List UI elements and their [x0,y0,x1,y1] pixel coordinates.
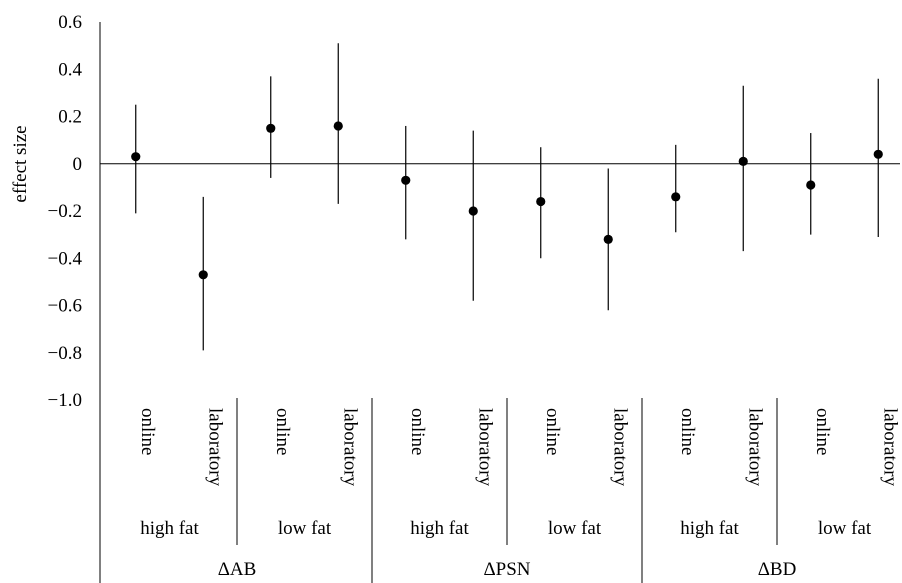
data-point [671,192,681,202]
data-point [536,196,546,207]
data-point [468,206,478,216]
data-point [603,234,613,244]
category-label: online [812,408,833,456]
y-tick-label: −0.4 [48,248,83,269]
y-axis-label: effect size [10,125,31,202]
y-tick-label: −1.0 [48,390,82,411]
y-tick-label: 0.4 [58,59,82,80]
data-point [131,152,141,162]
category-label: laboratory [339,408,360,487]
data-point [198,270,208,280]
subgroup-label: high fat [410,518,469,539]
y-axis: 0.6 0.4 0.2 0 −0.2 −0.4 −0.6 −0.8 −1.0 [48,12,101,583]
group-label: ΔBD [758,559,797,580]
category-label: online [407,408,428,456]
y-tick-label: −0.8 [48,343,82,364]
data-point [333,121,343,131]
group-label: ΔPSN [483,559,530,580]
data-point [266,123,276,133]
subgroup-label: high fat [680,518,739,539]
x-axis-categories: online laboratory online laboratory online la… [137,398,900,583]
data-point [738,156,748,166]
category-label: laboratory [744,408,765,487]
category-label: laboratory [204,408,225,487]
category-label: online [542,408,563,456]
category-label: laboratory [609,408,630,487]
category-label: online [272,408,293,456]
data-point [401,175,411,185]
category-label: laboratory [474,408,495,487]
category-label: online [677,408,698,456]
data-point [806,180,816,190]
subgroup-label: low fat [818,518,872,539]
chart-marks [100,43,900,351]
subgroup-label: low fat [548,518,602,539]
y-tick-label: −0.6 [48,296,82,317]
category-label: online [137,408,158,456]
category-label: laboratory [879,408,900,487]
group-label: ΔAB [218,559,257,580]
y-tick-label: 0 [73,154,83,175]
subgroup-label: high fat [140,518,199,539]
data-point [873,149,883,159]
y-tick-label: 0.6 [58,12,82,33]
y-tick-label: 0.2 [58,107,82,128]
subgroup-label: low fat [278,518,332,539]
y-tick-label: −0.2 [48,201,82,222]
